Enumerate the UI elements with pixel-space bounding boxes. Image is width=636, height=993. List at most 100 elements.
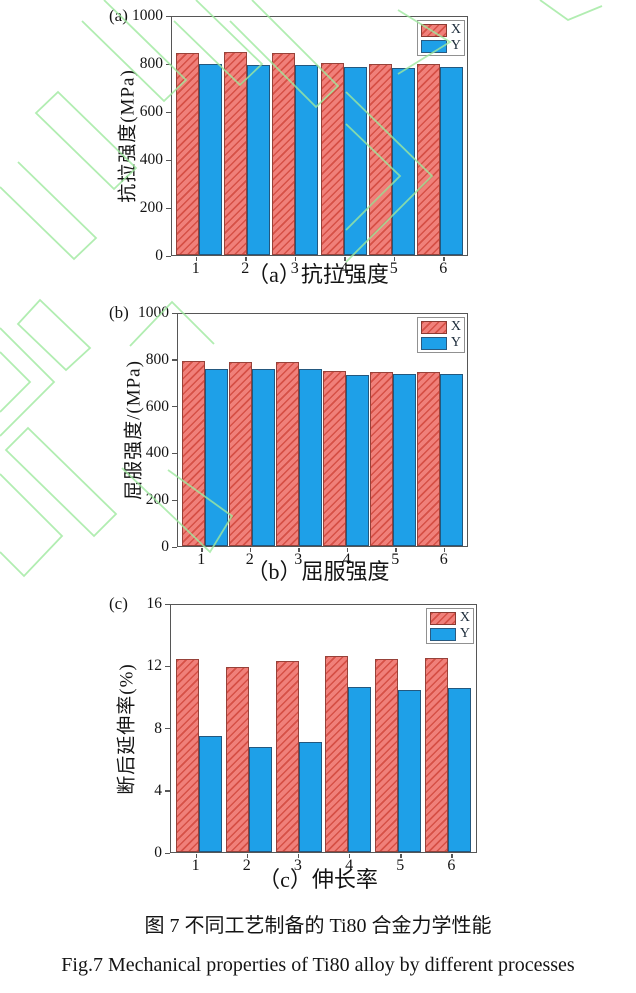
legend-swatch-x — [429, 611, 456, 625]
x-tick-mark — [249, 547, 252, 552]
bar-group-2 — [228, 314, 275, 546]
bar-x-2 — [228, 362, 252, 546]
x-tick-mark — [344, 256, 346, 261]
x-tick-label: 3 — [290, 260, 299, 277]
x-tick-mark — [246, 853, 249, 858]
bar-group-4 — [323, 314, 370, 546]
bar-group-4 — [323, 605, 373, 852]
y-tick-mark — [165, 603, 170, 605]
bar-x-5 — [375, 659, 399, 852]
y-tick-label: 0 — [154, 844, 162, 861]
bar-group-2 — [223, 17, 271, 255]
legend-swatch-y — [420, 336, 447, 350]
bar-x-6 — [417, 372, 441, 546]
bar-y-3 — [298, 368, 322, 546]
x-tick-mark — [195, 853, 197, 858]
y-tick-label: 12 — [146, 657, 163, 675]
y-tick-mark — [165, 790, 170, 792]
panel-label-b: (b) — [109, 303, 129, 322]
bar-group-6 — [417, 314, 464, 546]
legend-label: X — [459, 610, 470, 625]
legend-label: X — [450, 22, 461, 37]
y-tick-mark — [166, 207, 171, 209]
x-tick-label: 1 — [191, 857, 200, 874]
subcaption-c: （c）伸长率 — [258, 867, 378, 892]
y-tick-label: 800 — [139, 55, 163, 72]
bar-x-2 — [224, 52, 248, 255]
y-tick-mark — [166, 15, 171, 17]
y-tick-label: 1000 — [132, 7, 163, 24]
y-axis-title-a: 抗拉强度(MPa) — [117, 69, 139, 203]
x-tick-mark — [393, 256, 396, 261]
legend-label: Y — [459, 626, 470, 641]
x-tick-label: 5 — [391, 551, 400, 568]
x-tick-mark — [297, 853, 300, 858]
bar-x-3 — [275, 660, 299, 852]
x-tick-mark — [395, 547, 397, 552]
bar-y-5 — [398, 689, 422, 852]
y-tick-mark — [166, 111, 171, 113]
legend-label: Y — [450, 38, 461, 53]
legend-label: Y — [450, 335, 461, 350]
bar-group-5 — [368, 17, 416, 255]
x-tick-mark — [451, 853, 453, 858]
bar-x-1 — [175, 659, 199, 852]
bar-y-6 — [448, 688, 472, 852]
bar-x-6 — [416, 64, 440, 255]
bar-group-1 — [181, 314, 228, 546]
bar-group-1 — [174, 605, 224, 852]
bar-y-1 — [199, 64, 223, 255]
y-axis-title-b: 屈服强度/(MPa) — [123, 360, 145, 500]
x-tick-mark — [245, 256, 247, 261]
legend-swatch-y — [420, 39, 447, 53]
y-tick-mark — [172, 406, 177, 408]
y-tick-mark — [166, 159, 171, 161]
y-tick-label: 400 — [145, 444, 169, 462]
bar-x-4 — [323, 371, 347, 546]
x-tick-mark — [298, 547, 300, 552]
x-tick-label: 6 — [439, 551, 448, 568]
x-tick-mark — [443, 547, 446, 552]
bar-group-6 — [423, 605, 473, 852]
y-tick-mark — [172, 546, 177, 548]
y-tick-mark — [166, 63, 171, 65]
bar-y-6 — [439, 67, 463, 255]
panel-label-c: (c) — [109, 594, 128, 613]
y-tick-mark — [172, 359, 177, 361]
figure-caption-chinese: 图 7 不同工艺制备的 Ti80 合金力学性能 — [144, 915, 492, 937]
legend-row-X: X — [420, 22, 461, 37]
bar-x-2 — [225, 666, 249, 852]
y-tick-mark — [166, 255, 171, 257]
legend-swatch-y — [429, 627, 456, 641]
bar-y-6 — [440, 373, 464, 546]
x-tick-mark — [195, 256, 198, 261]
bar-x-3 — [275, 361, 299, 546]
bar-y-2 — [248, 747, 272, 852]
bar-x-6 — [425, 657, 449, 852]
figure-caption-english: Fig.7 Mechanical properties of Ti80 allo… — [61, 954, 575, 976]
bar-y-1 — [204, 368, 228, 546]
legend-swatch-x — [420, 320, 447, 334]
x-tick-mark — [400, 853, 402, 858]
y-tick-label: 600 — [145, 397, 169, 415]
bar-y-4 — [348, 686, 372, 852]
x-tick-label: 6 — [439, 260, 448, 277]
bar-group-2 — [224, 605, 274, 852]
x-tick-label: 5 — [389, 260, 398, 277]
bar-group-3 — [271, 17, 319, 255]
x-tick-label: 2 — [245, 551, 254, 568]
legend-row-X: X — [420, 320, 461, 334]
x-tick-mark — [294, 256, 297, 261]
y-tick-label: 8 — [154, 719, 162, 737]
bar-x-5 — [368, 64, 392, 255]
legend-row-Y: Y — [420, 38, 461, 53]
